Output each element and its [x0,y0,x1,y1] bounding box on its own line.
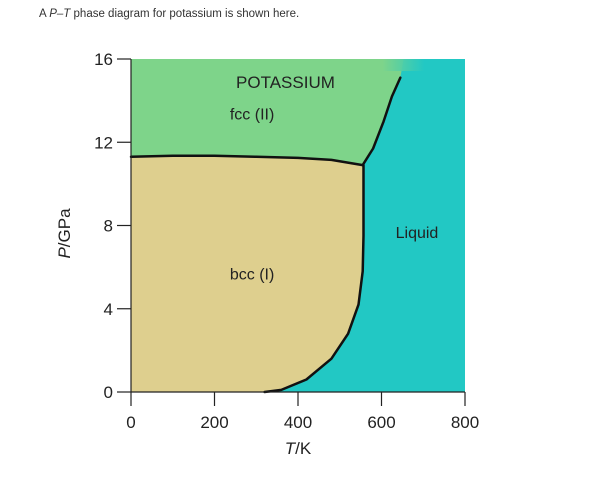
bcc-fcc-boundary-line [129,154,364,167]
region-label: Liquid [396,225,439,242]
x-tick-label: 400 [284,413,312,432]
y-axis-title: P/GPa [55,208,74,259]
x-tick-label: 600 [367,413,395,432]
boundary-lines-layer [129,76,402,394]
fcc-liquid-boundary-line [361,76,402,167]
fcc-liquid-fade [382,59,425,71]
y-tick-label: 4 [104,300,113,319]
x-tick-label: 200 [200,413,228,432]
labels-layer: POTASSIUM fcc (II) bcc (I) Liquid [230,73,438,283]
caption-italic: P–T [49,8,71,20]
axes-layer: 0 4 8 12 16 0 200 400 600 800 T/K P/GPa [55,50,479,458]
y-tick-label: 16 [94,50,113,69]
x-axis-title: T/K [285,439,312,458]
fcc-region [131,59,404,166]
y-tick-label: 12 [94,133,113,152]
chart-title: POTASSIUM [236,73,335,92]
region-label: fcc (II) [230,106,274,123]
melting-curve-line [263,163,365,394]
y-tick-label: 0 [104,383,113,402]
x-tick-label: 800 [451,413,479,432]
figure-caption: A P–T phase diagram for potassium is sho… [39,8,299,20]
caption-suffix: phase diagram for potassium is shown her… [70,8,300,20]
caption-prefix: A [39,8,50,20]
regions-layer [131,59,465,392]
bcc-region [131,155,364,392]
region-label: bcc (I) [230,267,274,284]
y-tick-label: 8 [104,217,113,236]
x-tick-label: 0 [126,413,135,432]
